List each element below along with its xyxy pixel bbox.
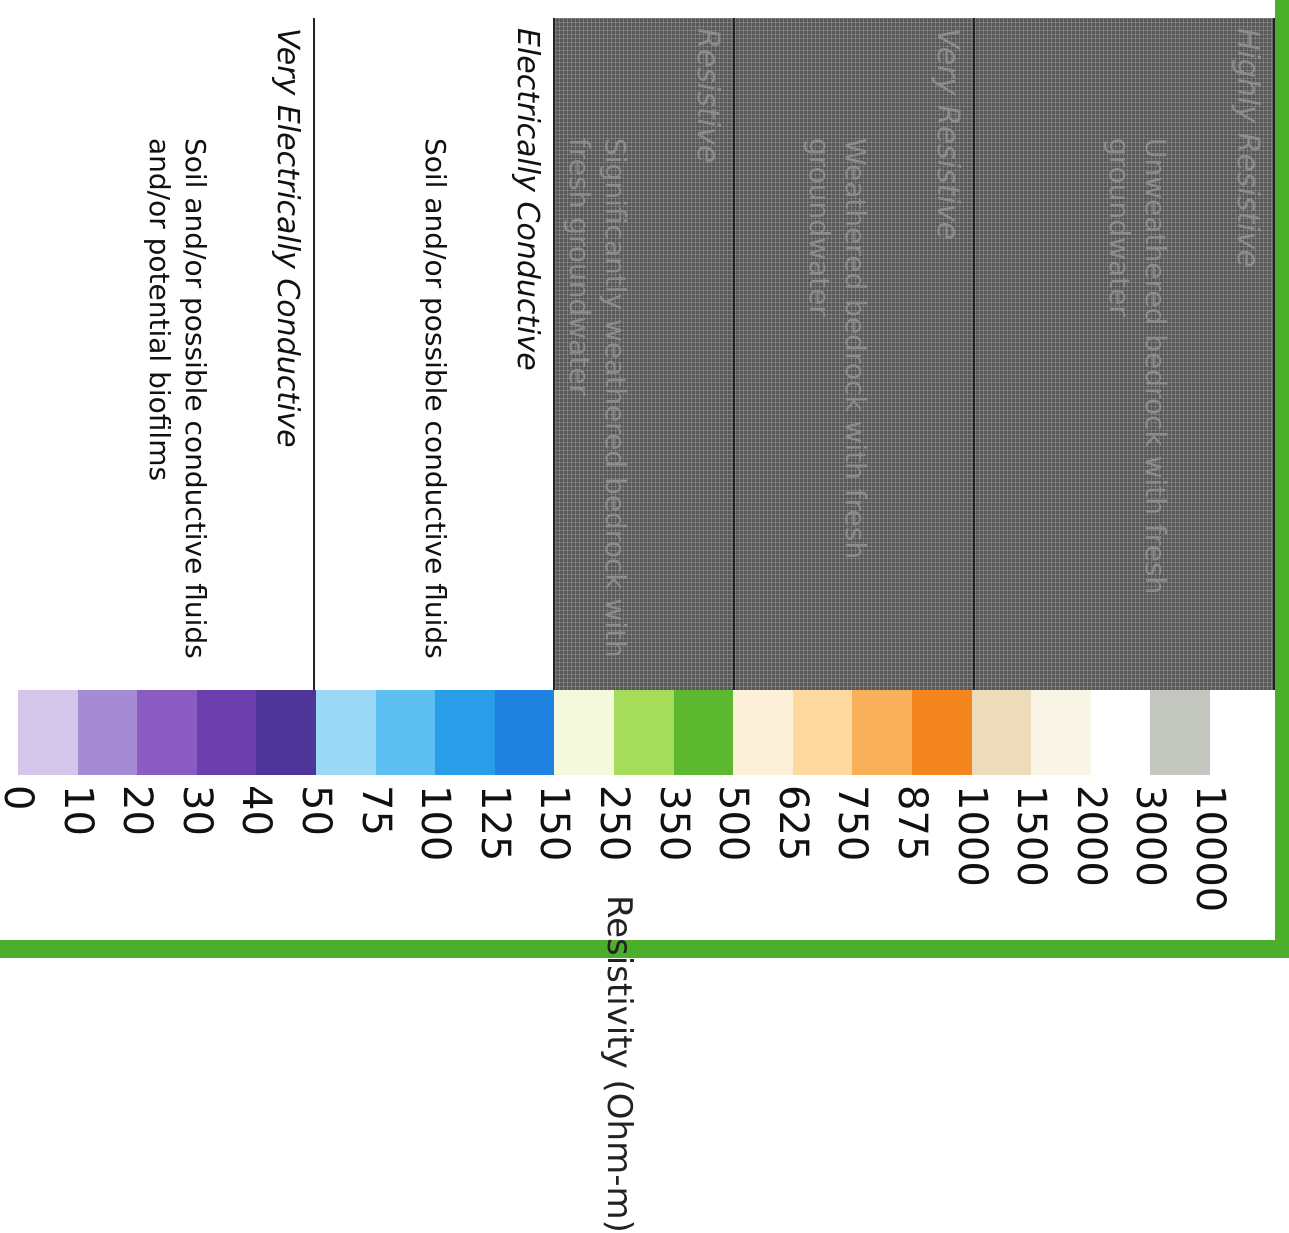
color-swatch: [137, 690, 197, 775]
color-swatch: [554, 690, 614, 775]
tick-label: 625: [769, 785, 816, 862]
tick-label: 875: [889, 785, 935, 862]
page-edge: [1275, 0, 1289, 958]
color-swatch: [196, 690, 257, 775]
zone: Very Resistive Weathered bedrock with fre…: [735, 18, 975, 690]
tick-label: 0: [0, 785, 41, 810]
color-swatch: [1090, 690, 1151, 775]
zone: Highly Resistive Unweathered bedrock with…: [975, 18, 1275, 690]
axis-label: Resistivity (Ohm-m): [599, 895, 639, 1233]
tick-label: 20: [114, 785, 161, 836]
tick-label: 3000: [1127, 785, 1174, 887]
zone-title: Very Resistive: [930, 28, 965, 241]
tick-label: 125: [471, 785, 518, 862]
tick-label: 100: [412, 785, 459, 862]
tick-label: 150: [531, 785, 578, 862]
color-swatch: [852, 690, 912, 775]
zone-description: Significantly weathered bedrock with fre…: [562, 138, 632, 658]
color-swatch: [18, 690, 78, 775]
tick-label: 1500: [1008, 785, 1055, 887]
zone-title: Highly Resistive: [1230, 28, 1265, 268]
color-swatch: [316, 690, 376, 775]
color-swatch: [614, 690, 674, 775]
zone: Electrically Conductive Soil and/or possi…: [315, 18, 555, 690]
tick-label: 10000: [1187, 785, 1233, 913]
page-edge: [0, 940, 1289, 958]
color-swatch: [494, 690, 555, 775]
zone-title: Electrically Conductive: [510, 28, 545, 371]
zone-description: Weathered bedrock with fresh groundwater: [802, 138, 872, 560]
tick-label: 350: [650, 785, 697, 862]
zone-title: Resistive: [690, 28, 725, 164]
color-swatch: [1150, 690, 1210, 775]
tick-label: 1000: [948, 785, 995, 887]
tick-label: 2000: [1067, 785, 1114, 887]
legend: Resistivity (Ohm-m) Highly Resistive Unwe…: [0, 18, 1275, 1233]
zone-title: Very Electrically Conductive: [270, 28, 305, 448]
tick-label: 10: [54, 785, 101, 836]
color-swatch: [375, 690, 436, 775]
zone-description: Soil and/or possible conductive fluids a…: [142, 138, 212, 659]
color-swatch: [912, 690, 972, 775]
color-swatch: [77, 690, 138, 775]
color-swatch: [733, 690, 793, 775]
tick-label: 50: [293, 785, 339, 836]
tick-label: 30: [173, 785, 220, 836]
color-swatch: [792, 690, 853, 775]
color-swatch: [256, 690, 316, 775]
zone: Resistive Significantly weathered bedrock…: [555, 18, 735, 690]
zone: Very Electrically Conductive Soil and/or …: [18, 18, 315, 690]
color-swatch: [971, 690, 1032, 775]
tick-label: 500: [710, 785, 757, 862]
zone-description: Unweathered bedrock with fresh groundwat…: [1102, 138, 1172, 595]
tick-label: 75: [352, 785, 399, 836]
color-swatch: [1031, 690, 1091, 775]
tick-label: 40: [233, 785, 280, 836]
tick-label: 250: [591, 785, 637, 862]
color-swatch: [435, 690, 495, 775]
color-swatch: [673, 690, 734, 775]
zone-description: Soil and/or possible conductive fluids: [419, 138, 452, 659]
tick-label: 750: [829, 785, 876, 862]
